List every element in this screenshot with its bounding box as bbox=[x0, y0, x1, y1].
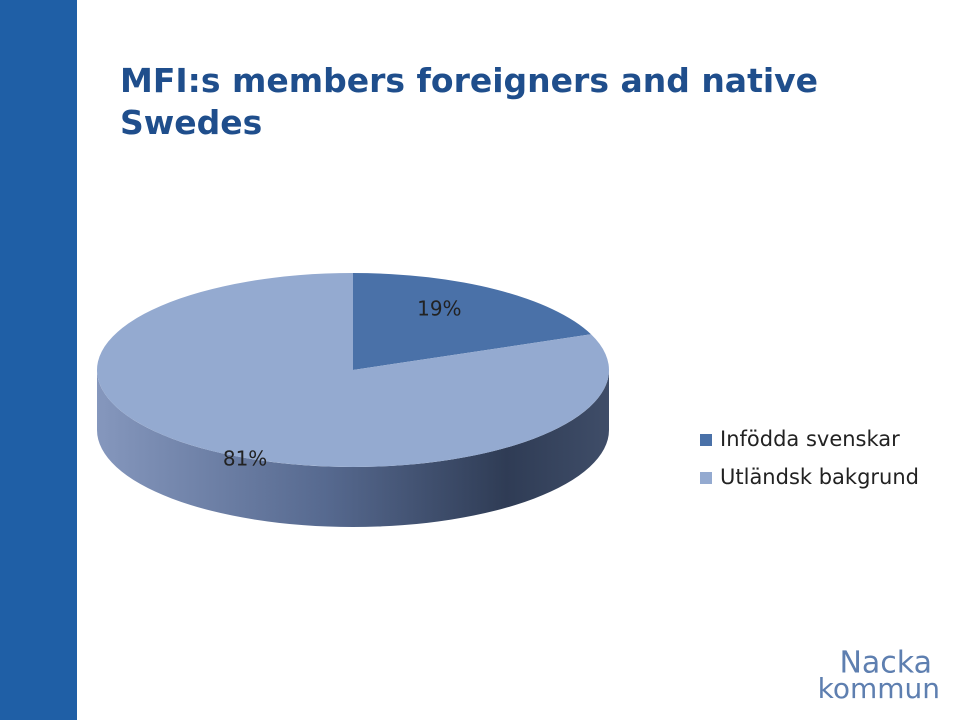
pie-slice bbox=[353, 273, 592, 370]
legend-swatch bbox=[700, 472, 712, 484]
data-label: 19% bbox=[417, 296, 461, 320]
legend-swatch bbox=[700, 434, 712, 446]
chart-title: MFI:s members foreigners and native Swed… bbox=[120, 61, 819, 142]
pie-side bbox=[97, 370, 609, 527]
side-bar bbox=[0, 0, 77, 720]
logo-text: kommun bbox=[818, 672, 940, 705]
legend-label: Utländsk bakgrund bbox=[720, 465, 919, 489]
pie-slice bbox=[96, 273, 609, 467]
data-label: 81% bbox=[223, 447, 267, 471]
legend-label: Infödda svenskar bbox=[720, 427, 900, 451]
logo-text: Nacka bbox=[839, 646, 932, 681]
